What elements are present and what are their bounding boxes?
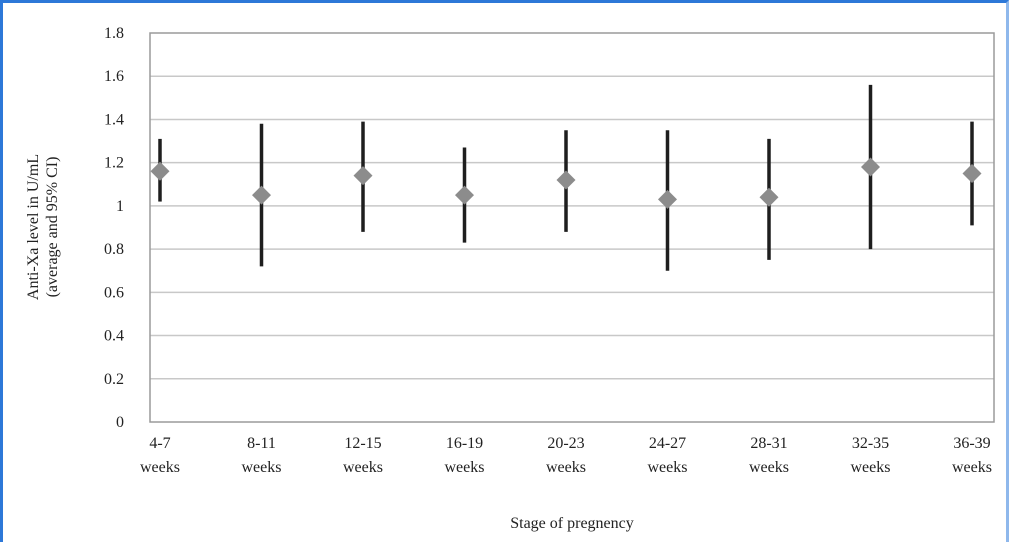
y-axis-title-line-1: Anti-Xa level in U/mL: [25, 154, 42, 300]
y-tick-label: 1.8: [104, 25, 124, 42]
y-tick-label: 0.8: [104, 241, 124, 258]
mean-marker: [150, 161, 170, 181]
y-tick-label: 0.2: [104, 371, 124, 388]
x-tick-label-unit: weeks: [546, 459, 586, 476]
x-tick-label: 16-19: [446, 435, 483, 452]
x-tick-label: 4-7: [149, 435, 170, 452]
x-tick-label: 12-15: [344, 435, 381, 452]
mean-markers: [150, 157, 982, 209]
x-tick-label-unit: weeks: [648, 459, 688, 476]
mean-marker: [962, 163, 982, 183]
x-tick-label: 36-39: [953, 435, 990, 452]
mean-marker: [353, 166, 373, 186]
x-tick-label: 32-35: [852, 435, 889, 452]
x-tick-label: 24-27: [649, 435, 686, 452]
mean-marker: [455, 185, 474, 205]
x-tick-label: 28-31: [750, 435, 787, 452]
plot-area-border: [149, 32, 995, 423]
x-tick-label: 20-23: [547, 435, 584, 452]
y-tick-label: 0: [116, 414, 124, 431]
y-tick-label: 1.6: [104, 68, 124, 85]
x-tick-labels: 4-7 weeks 8-11 weeks 12-15 weeks 16-19 weeks 20-…: [140, 435, 992, 476]
x-tick-label-unit: weeks: [242, 459, 282, 476]
y-tick-label: 0.4: [104, 328, 124, 345]
y-tick-label: 0.6: [104, 284, 124, 301]
x-tick-label-unit: weeks: [952, 459, 992, 476]
mean-marker: [658, 189, 677, 209]
y-tick-label: 1.2: [104, 155, 124, 172]
y-tick-label: 1: [116, 198, 124, 215]
mean-marker: [252, 185, 271, 205]
x-tick-label-unit: weeks: [140, 459, 180, 476]
x-tick-label-unit: weeks: [851, 459, 891, 476]
x-axis-title: Stage of pregnency: [510, 515, 634, 532]
mean-marker: [861, 157, 880, 177]
x-tick-label: 8-11: [247, 435, 276, 452]
gridlines: [150, 75, 994, 380]
y-axis-title-line-2: (average and 95% CI): [44, 157, 61, 298]
y-tick-label: 1.4: [104, 111, 124, 128]
y-tick-labels: 0 0.2 0.4 0.6 0.8 1 1.2 1.4 1.6 1.8: [104, 25, 124, 431]
x-tick-label-unit: weeks: [445, 459, 485, 476]
mean-marker: [759, 187, 779, 207]
mean-marker: [556, 170, 576, 190]
x-tick-label-unit: weeks: [343, 459, 383, 476]
x-tick-label-unit: weeks: [749, 459, 789, 476]
